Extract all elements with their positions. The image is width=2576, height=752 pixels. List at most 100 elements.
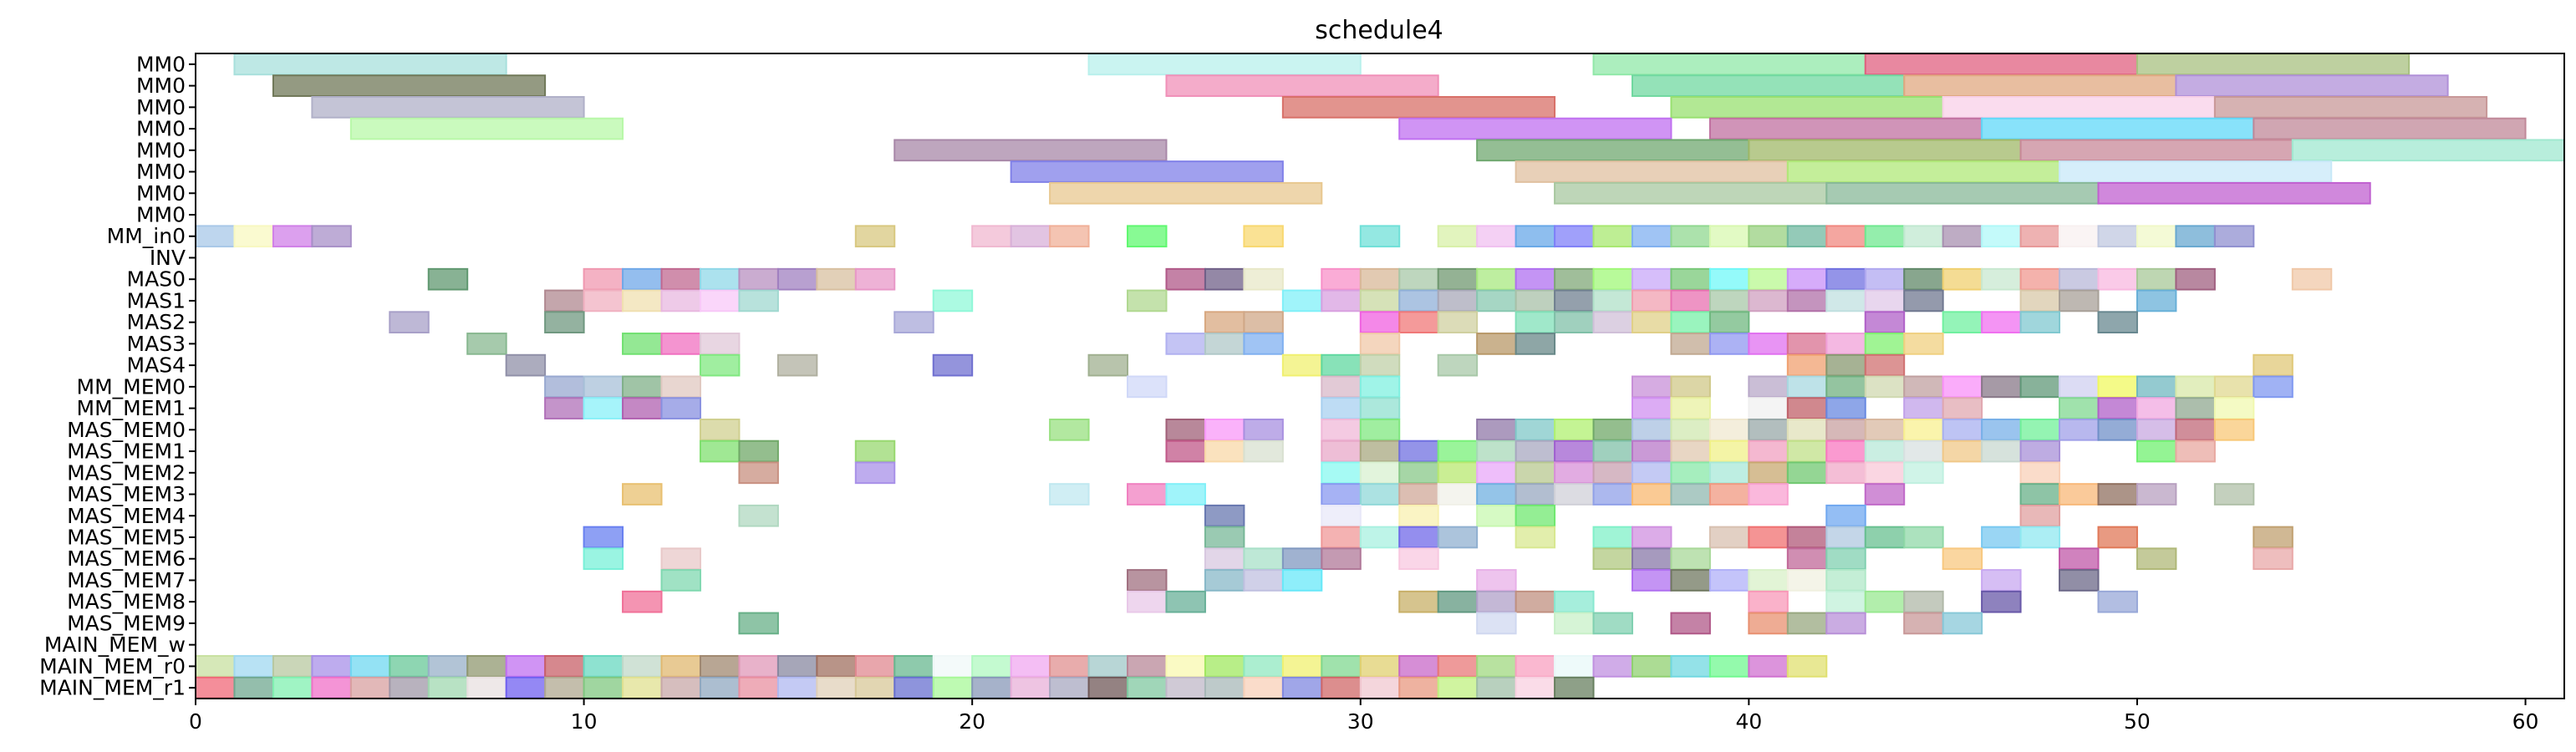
- task-bar: [1708, 569, 1750, 592]
- task-bar: [1515, 267, 1556, 291]
- task-bar: [1942, 311, 1983, 334]
- task-bar: [1554, 676, 1595, 699]
- task-bar: [1321, 375, 1362, 399]
- task-bar: [738, 289, 779, 312]
- task-bar: [1670, 418, 1711, 441]
- task-bar: [1476, 225, 1517, 248]
- x-tick-label: 40: [1735, 709, 1762, 734]
- task-bar: [2097, 375, 2138, 399]
- task-bar: [2059, 160, 2333, 183]
- task-bar: [1127, 569, 1168, 592]
- task-bar: [2175, 375, 2216, 399]
- task-bar: [1359, 375, 1401, 399]
- task-bar: [1786, 440, 1828, 463]
- task-bar: [2059, 418, 2100, 441]
- task-bar: [1554, 440, 1595, 463]
- y-tick-label: MM0: [136, 74, 186, 98]
- task-bar: [1010, 225, 1051, 248]
- task-bar: [2019, 375, 2061, 399]
- task-bar: [1825, 181, 2100, 205]
- y-tick-label: MAIN_MEM_r1: [39, 676, 186, 700]
- y-tick-label: MAS_MEM5: [67, 526, 186, 550]
- task-bar: [1825, 353, 1866, 377]
- task-bar: [1515, 160, 1789, 183]
- task-bar: [2097, 590, 2138, 613]
- task-bar: [660, 547, 701, 571]
- task-bar: [1631, 526, 1672, 549]
- task-bar: [1942, 225, 1983, 248]
- task-bar: [389, 655, 430, 678]
- task-bar: [854, 225, 896, 248]
- y-tick-label: MAS_MEM6: [67, 546, 186, 571]
- task-bar: [660, 676, 701, 699]
- y-tick-label: MM_MEM1: [77, 396, 186, 420]
- task-bar: [1864, 225, 1906, 248]
- task-bar: [1476, 655, 1517, 678]
- task-bar: [2136, 267, 2177, 291]
- task-bar: [311, 676, 352, 699]
- task-bar: [2019, 418, 2061, 441]
- task-bar: [2175, 267, 2216, 291]
- y-tick-label: MAS_MEM1: [67, 440, 186, 464]
- task-bar: [1786, 289, 1828, 312]
- x-tick-label: 0: [189, 709, 202, 734]
- task-bar: [1437, 483, 1479, 506]
- task-bar: [699, 440, 741, 463]
- task-bar: [1243, 655, 1284, 678]
- task-bar: [2097, 483, 2138, 506]
- y-tick-label: MAS_MEM2: [67, 460, 186, 485]
- task-bar: [1825, 333, 1866, 355]
- task-bar: [1903, 440, 1944, 463]
- task-bar: [1398, 483, 1439, 506]
- task-bar: [505, 655, 547, 678]
- task-bar: [1903, 333, 1944, 355]
- x-tick-label: 10: [571, 709, 598, 734]
- task-bar: [1748, 655, 1789, 678]
- task-bar: [583, 676, 624, 699]
- task-bar: [1127, 590, 1168, 613]
- task-bar: [1592, 461, 1633, 485]
- task-bar: [2059, 569, 2100, 592]
- task-bar: [1087, 53, 1362, 76]
- task-bar: [1204, 333, 1245, 355]
- task-bar: [932, 655, 974, 678]
- task-bar: [1049, 225, 1090, 248]
- task-bar: [1010, 655, 1051, 678]
- task-bar: [1359, 676, 1401, 699]
- task-bar: [544, 397, 585, 419]
- task-bar: [660, 569, 701, 592]
- task-bar: [2136, 375, 2177, 399]
- task-bar: [2097, 267, 2138, 291]
- task-bar: [1786, 547, 1828, 571]
- task-bar: [1010, 160, 1284, 183]
- task-bar: [2136, 289, 2177, 312]
- task-bar: [1592, 53, 1866, 76]
- task-bar: [505, 676, 547, 699]
- task-bar: [1049, 181, 1323, 205]
- task-bar: [1476, 418, 1517, 441]
- task-bar: [1631, 311, 1672, 334]
- task-bar: [1825, 526, 1866, 549]
- task-bar: [1359, 418, 1401, 441]
- task-bar: [1825, 397, 1866, 419]
- task-bar: [2291, 267, 2333, 291]
- task-bar: [1127, 483, 1168, 506]
- task-bar: [1864, 267, 1906, 291]
- task-bar: [1942, 612, 1983, 635]
- y-tick-label: MAS_MEM8: [67, 590, 186, 614]
- task-bar: [1708, 267, 1750, 291]
- task-bar: [1515, 289, 1556, 312]
- task-bar: [1281, 353, 1323, 377]
- task-bar: [1321, 440, 1362, 463]
- task-bar: [427, 676, 469, 699]
- task-bar: [1903, 74, 2177, 97]
- task-bar: [1321, 504, 1362, 527]
- task-bar: [1437, 590, 1479, 613]
- task-bar: [1670, 569, 1711, 592]
- task-bar: [1631, 267, 1672, 291]
- task-bar: [1670, 311, 1711, 334]
- task-bar: [1476, 612, 1517, 635]
- task-bar: [2213, 397, 2255, 419]
- task-bar: [583, 289, 624, 312]
- task-bar: [195, 655, 236, 678]
